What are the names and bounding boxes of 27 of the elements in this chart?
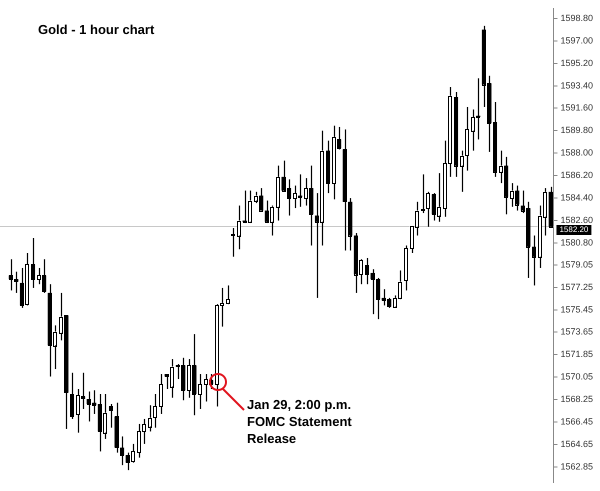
y-tick-label: 1568.25 (560, 394, 594, 404)
y-tick-label: 1595.20 (560, 58, 594, 68)
y-tick-label: 1577.25 (560, 282, 594, 292)
y-tick-label: 1575.45 (560, 304, 594, 314)
y-tick-label: 1593.40 (560, 80, 594, 90)
y-tick-label: 1570.05 (560, 372, 594, 382)
y-tick-label: 1580.80 (560, 237, 594, 248)
y-tick-label: 1582.60 (560, 215, 594, 226)
y-tick-label: 1584.40 (560, 192, 594, 203)
candlestick (342, 128, 347, 252)
y-tick-label: 1586.20 (560, 170, 594, 180)
y-tick-label: 1597.00 (560, 35, 594, 46)
y-tick-label: 1598.80 (560, 12, 594, 23)
y-tick-label: 1589.80 (560, 125, 594, 136)
ref-line-label: 1582.20 (559, 225, 589, 234)
candlestick (231, 227, 235, 258)
annotation: Jan 29, 2:00 p.m. FOMC Statement Release (247, 396, 353, 447)
y-tick-label: 1564.65 (560, 439, 594, 450)
y-tick-label: 1588.00 (560, 148, 594, 158)
y-tick-label: 1566.45 (560, 416, 594, 427)
y-tick-label: 1571.85 (560, 349, 594, 360)
text: Gold - 1 hour chart (38, 22, 154, 37)
y-tick-label: 1573.65 (560, 326, 594, 337)
y-tick-label: 1562.85 (560, 461, 594, 472)
y-tick-label: 1591.60 (560, 102, 594, 113)
candlestick (421, 174, 425, 214)
y-tick-label: 1579.05 (560, 259, 594, 270)
